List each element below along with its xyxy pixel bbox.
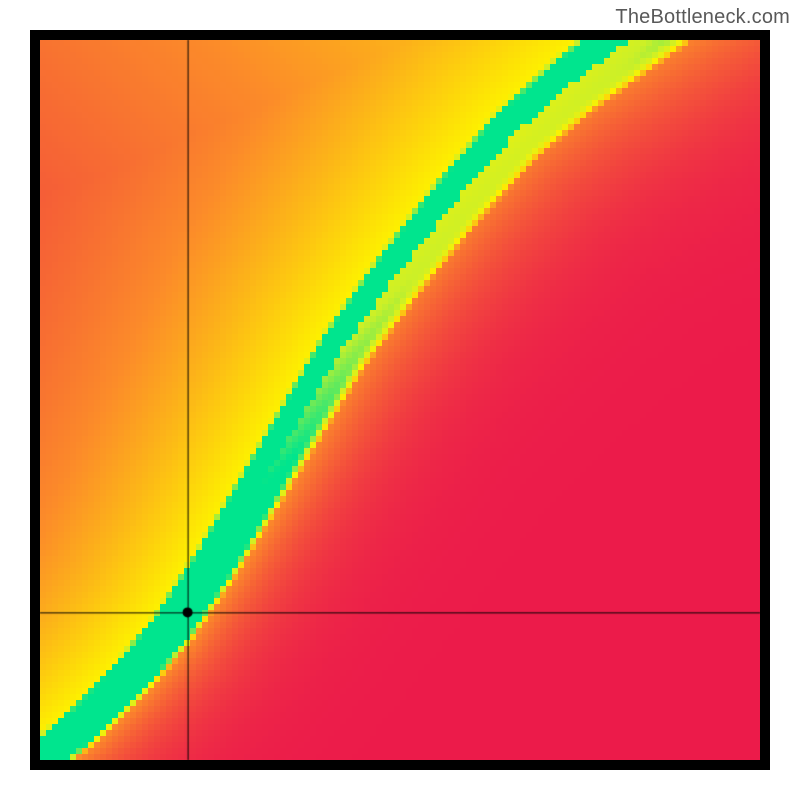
plot-frame	[30, 30, 770, 770]
attribution-label: TheBottleneck.com	[615, 6, 790, 29]
chart-container: TheBottleneck.com	[0, 0, 800, 800]
crosshair-overlay	[30, 30, 770, 770]
